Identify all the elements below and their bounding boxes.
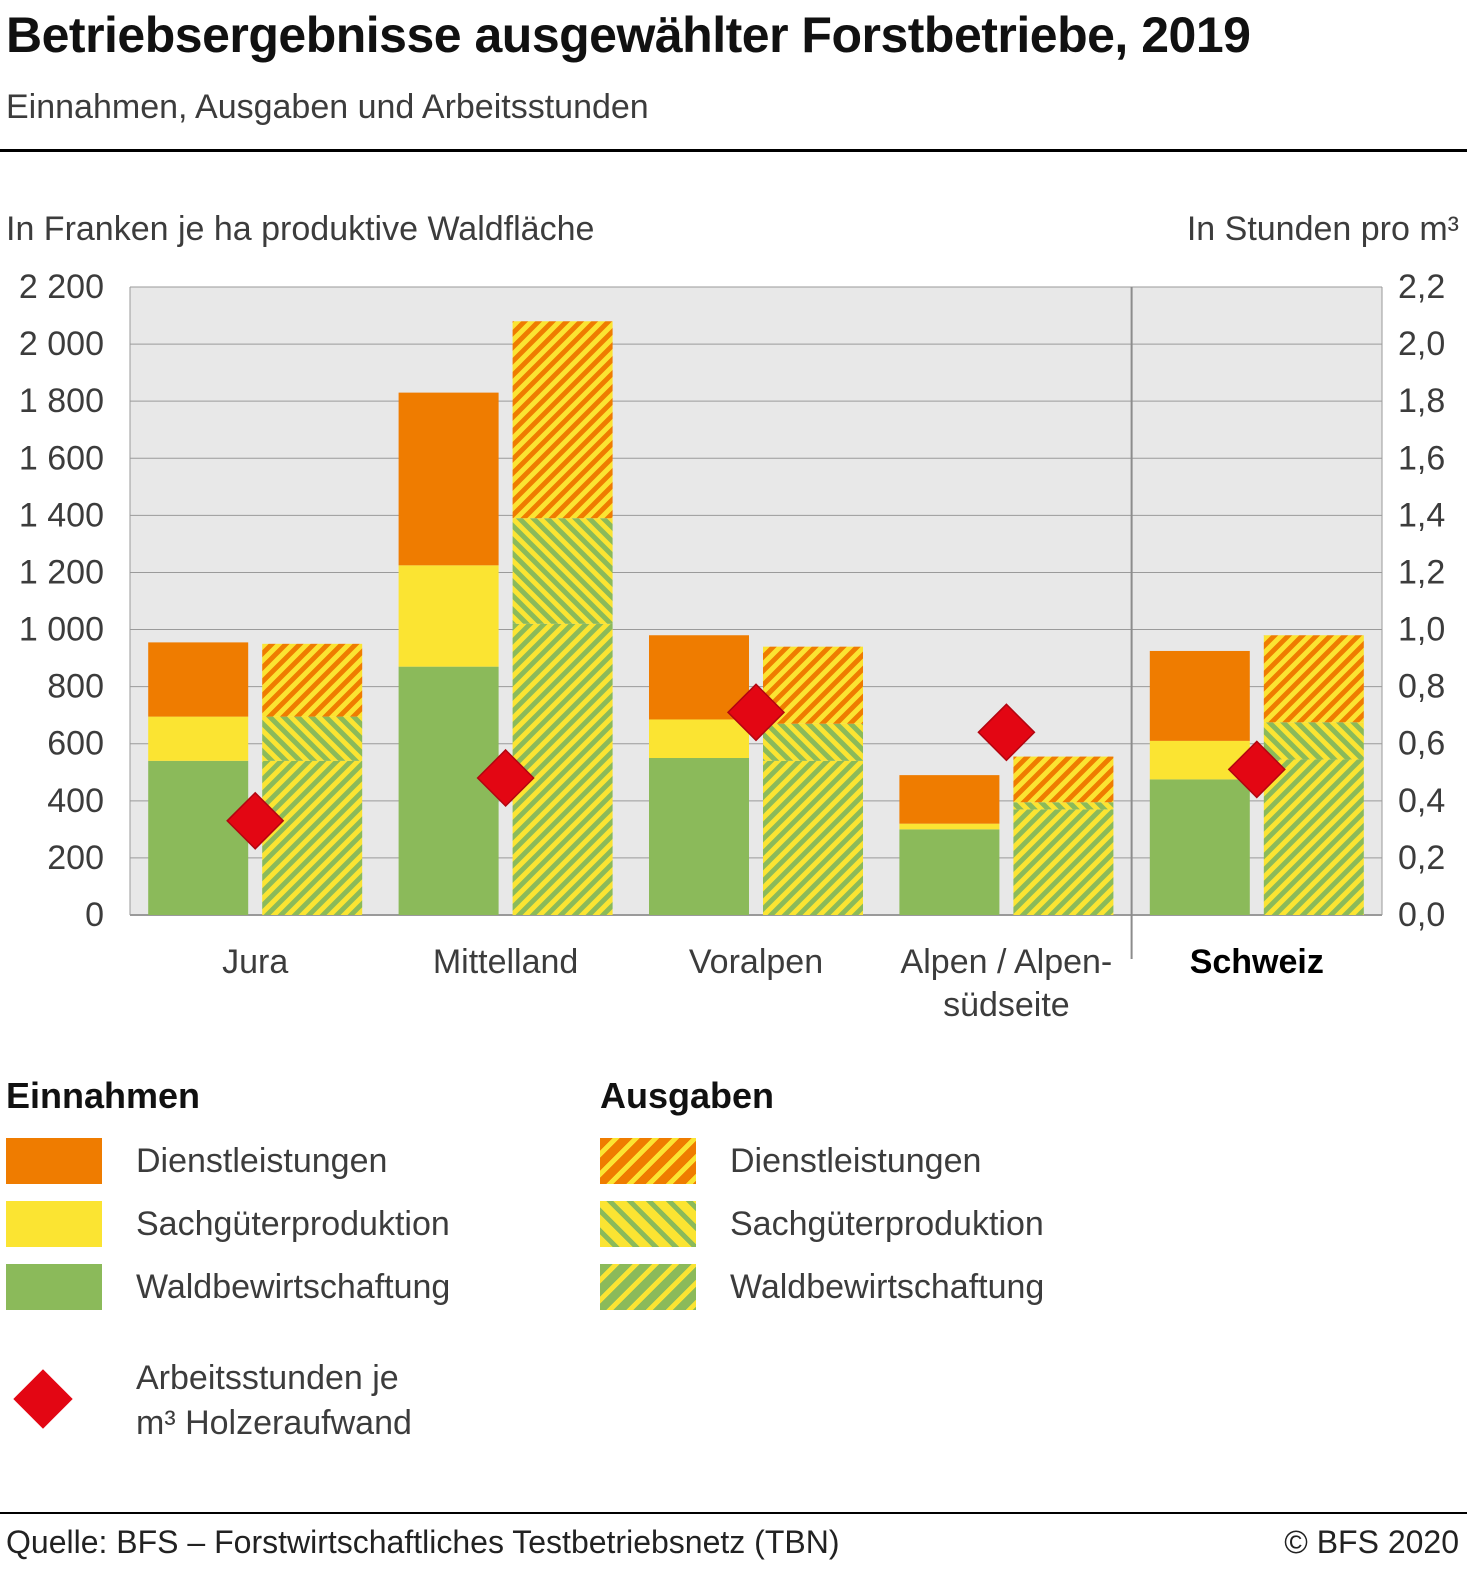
svg-text:Jura: Jura — [222, 943, 288, 981]
svg-text:1 400: 1 400 — [19, 496, 104, 534]
legend-label-ausgaben-sachgueterproduktion: Sachgüterproduktion — [730, 1205, 1044, 1243]
svg-text:2 000: 2 000 — [19, 325, 104, 363]
page-title: Betriebsergebnisse ausgewählter Forstbet… — [6, 7, 1251, 63]
header-divider — [0, 149, 1467, 152]
legend-swatch-ausgaben-sachgueterproduktion — [600, 1201, 696, 1247]
svg-text:1 600: 1 600 — [19, 439, 104, 477]
svg-text:2,2: 2,2 — [1398, 268, 1445, 306]
svg-text:1,0: 1,0 — [1398, 611, 1445, 649]
svg-text:südseite: südseite — [943, 986, 1070, 1024]
svg-text:1 000: 1 000 — [19, 611, 104, 649]
work-hours-diamond-icon — [13, 1369, 73, 1429]
svg-text:1 800: 1 800 — [19, 382, 104, 420]
legend-label-einnahmen-sachgueterproduktion: Sachgüterproduktion — [136, 1205, 450, 1243]
legend-label-marker-line1: Arbeitsstunden je — [136, 1359, 399, 1397]
legend-swatch-ausgaben-waldbewirtschaftung — [600, 1264, 696, 1310]
footer-copyright: © BFS 2020 — [1284, 1524, 1459, 1560]
svg-text:0,6: 0,6 — [1398, 725, 1445, 763]
legend-label-einnahmen-waldbewirtschaftung: Waldbewirtschaftung — [136, 1268, 451, 1306]
footer-divider — [0, 1512, 1467, 1514]
svg-text:Mittelland: Mittelland — [433, 943, 579, 981]
left-axis-title: In Franken je ha produktive Waldfläche — [6, 210, 595, 248]
legend-swatch-ausgaben-dienstleistungen — [600, 1138, 696, 1184]
legend-swatch-einnahmen-sachgueterproduktion — [6, 1201, 102, 1247]
svg-text:1,4: 1,4 — [1398, 496, 1445, 534]
svg-text:0,4: 0,4 — [1398, 782, 1445, 820]
svg-text:0,0: 0,0 — [1398, 896, 1445, 934]
svg-text:Voralpen: Voralpen — [689, 943, 823, 981]
svg-text:0,2: 0,2 — [1398, 839, 1445, 877]
svg-text:Alpen / Alpen-: Alpen / Alpen- — [901, 943, 1113, 981]
legend-swatch-einnahmen-dienstleistungen — [6, 1138, 102, 1184]
svg-text:600: 600 — [47, 725, 104, 763]
svg-text:0,8: 0,8 — [1398, 668, 1445, 706]
chart-canvas: 0 0,0 200 0,2 400 0,4 600 0,6 800 0,8 1 000 1,0 1 20… — [19, 268, 1445, 1024]
legend-label-ausgaben-waldbewirtschaftung: Waldbewirtschaftung — [730, 1268, 1045, 1306]
svg-text:400: 400 — [47, 782, 104, 820]
legend-label-einnahmen-dienstleistungen: Dienstleistungen — [136, 1142, 388, 1180]
legend-label-ausgaben-dienstleistungen: Dienstleistungen — [730, 1142, 982, 1180]
legend-einnahmen-title: Einnahmen — [6, 1075, 201, 1116]
legend-swatch-einnahmen-waldbewirtschaftung — [6, 1264, 102, 1310]
svg-text:2 200: 2 200 — [19, 268, 104, 306]
svg-text:800: 800 — [47, 668, 104, 706]
page-subtitle: Einnahmen, Ausgaben und Arbeitsstunden — [6, 88, 649, 126]
svg-text:2,0: 2,0 — [1398, 325, 1445, 363]
right-axis-title: In Stunden pro m³ — [1186, 210, 1459, 248]
svg-text:1,6: 1,6 — [1398, 439, 1445, 477]
svg-text:200: 200 — [47, 839, 104, 877]
svg-text:1 200: 1 200 — [19, 553, 104, 591]
svg-text:Schweiz: Schweiz — [1190, 943, 1324, 981]
svg-text:1,8: 1,8 — [1398, 382, 1445, 420]
legend-label-marker-line2: m³ Holzeraufwand — [136, 1404, 412, 1442]
footer-source: Quelle: BFS – Forstwirtschaftliches Test… — [6, 1524, 840, 1560]
svg-text:1,2: 1,2 — [1398, 553, 1445, 591]
legend-ausgaben-title: Ausgaben — [600, 1075, 775, 1116]
svg-text:0: 0 — [85, 896, 104, 934]
